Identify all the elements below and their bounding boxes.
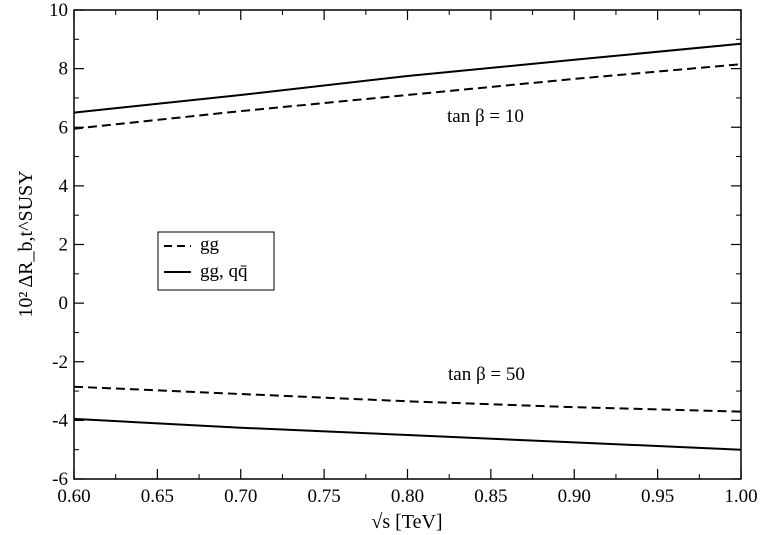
y-tick-label: 0 [59, 293, 69, 314]
y-tick-label: -6 [52, 469, 68, 490]
series-line-dashed-2 [73, 385, 742, 413]
series-line-solid-0 [73, 42, 742, 114]
series-line-solid-3 [73, 417, 742, 451]
y-tick-label: 2 [59, 235, 69, 256]
ticks: 0.60 0.65 0.70 0.75 0.80 0.85 0.90 0.95 1.00 -6 -4… [49, 0, 758, 507]
x-tick-label: 1.00 [724, 486, 757, 507]
x-tick-label: 0.60 [57, 486, 90, 507]
legend-box [157, 231, 275, 291]
y-axis-title: 10² ΔR_b,t^SUSY [15, 170, 37, 317]
series-line-dashed-1 [73, 63, 742, 130]
annotation-tan-beta-10: tan β = 10 [447, 106, 524, 127]
legend-label-gg: gg [200, 234, 220, 255]
y-tick-label: 4 [59, 176, 69, 197]
series-group [73, 42, 742, 451]
x-axis-title: √s [TeV] [371, 511, 442, 533]
annotation-tan-beta-50: tan β = 50 [448, 364, 525, 385]
x-tick-label: 0.65 [141, 486, 174, 507]
x-tick-label: 0.85 [474, 486, 507, 507]
x-tick-label: 0.75 [308, 486, 341, 507]
y-tick-label: -4 [52, 410, 68, 431]
x-tick-label: 0.80 [391, 486, 424, 507]
y-tick-label: -2 [52, 352, 68, 373]
y-tick-label: 10 [49, 0, 68, 21]
legend-label-gg-qqbar: gg, qq̄ [200, 261, 248, 282]
x-tick-label: 0.90 [558, 486, 591, 507]
y-tick-label: 6 [59, 117, 69, 138]
y-tick-label: 8 [59, 59, 69, 80]
x-tick-label: 0.95 [641, 486, 674, 507]
x-tick-label: 0.70 [224, 486, 257, 507]
legend: gg gg, qq̄ [157, 231, 275, 291]
